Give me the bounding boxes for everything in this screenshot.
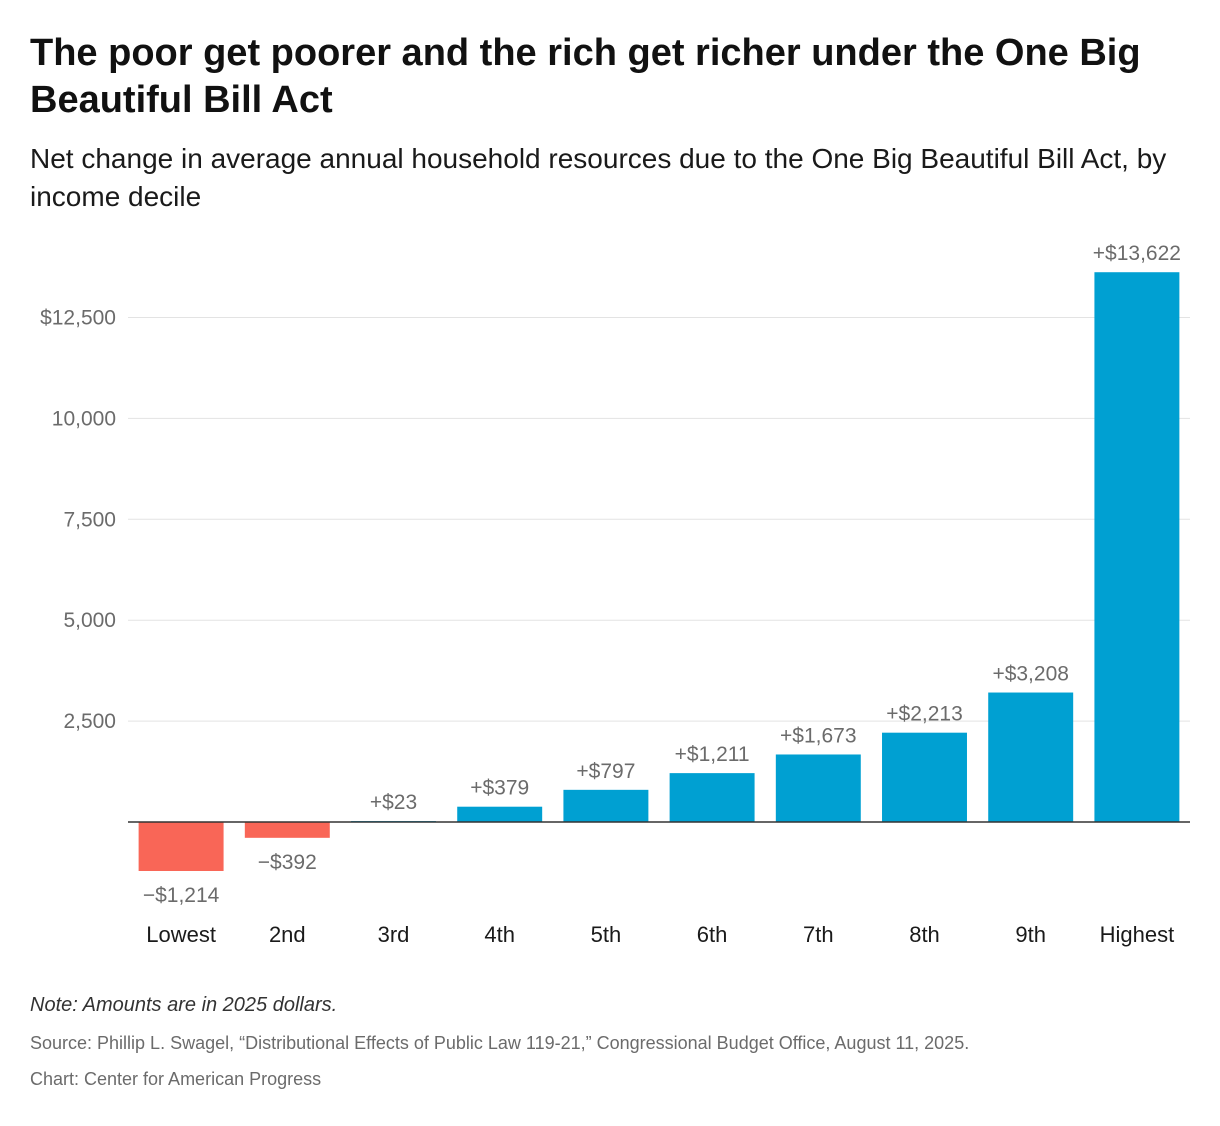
bar (563, 789, 649, 822)
y-tick-label: 7,500 (63, 508, 116, 531)
data-label: +$2,213 (886, 703, 963, 726)
x-category-label: 5th (591, 922, 622, 947)
bar (1094, 272, 1180, 822)
x-category-label: 4th (484, 922, 515, 947)
y-tick-label: 5,000 (63, 609, 116, 632)
x-category-label: Lowest (146, 922, 216, 947)
x-category-label: 3rd (378, 922, 410, 947)
bar (669, 773, 755, 822)
chart-note: Note: Amounts are in 2025 dollars. (30, 994, 338, 1016)
x-axis-categories: Lowest 2nd 3rd 4th 5th 6th 7th 8th 9th Highest (146, 922, 1174, 947)
y-tick-label: 10,000 (52, 407, 116, 430)
x-category-label: 6th (697, 922, 728, 947)
data-label: +$3,208 (992, 663, 1069, 686)
data-label: +$1,211 (675, 743, 750, 766)
bar (882, 732, 967, 822)
bar-chart: 2,500 5,000 7,500 10,000 $12,500 −$1,214 −$39… (40, 242, 1190, 947)
data-label: +$379 (470, 777, 529, 800)
data-label: −$392 (258, 851, 317, 874)
data-label: −$1,214 (143, 884, 220, 907)
y-axis-ticks: 2,500 5,000 7,500 10,000 $12,500 (40, 307, 116, 734)
y-tick-label: 2,500 (63, 710, 116, 733)
x-category-label: 8th (909, 922, 940, 947)
x-category-label: 2nd (269, 922, 306, 947)
bar (138, 822, 224, 871)
bar (775, 754, 861, 822)
data-label: +$797 (576, 760, 635, 783)
y-tick-label: $12,500 (40, 307, 116, 330)
chart-source: Source: Phillip L. Swagel, “Distribution… (30, 1033, 970, 1053)
x-category-label: 9th (1015, 922, 1046, 947)
x-category-label: Highest (1100, 922, 1175, 947)
bar (244, 822, 330, 838)
bar (988, 692, 1074, 822)
chart-title: The poor get poorer and the rich get ric… (30, 32, 1141, 121)
data-label: +$1,673 (780, 724, 857, 747)
x-category-label: 7th (803, 922, 834, 947)
gridlines (128, 317, 1190, 722)
bar (457, 806, 543, 822)
data-labels: −$1,214 −$392 +$23 +$379 +$797 +$1,211 +$1,673… (143, 242, 1181, 907)
bars (138, 272, 1180, 871)
data-label: +$13,622 (1093, 242, 1181, 265)
data-label: +$23 (370, 791, 417, 814)
chart-credit: Chart: Center for American Progress (30, 1069, 322, 1089)
chart-subtitle: Net change in average annual household r… (30, 143, 1167, 212)
